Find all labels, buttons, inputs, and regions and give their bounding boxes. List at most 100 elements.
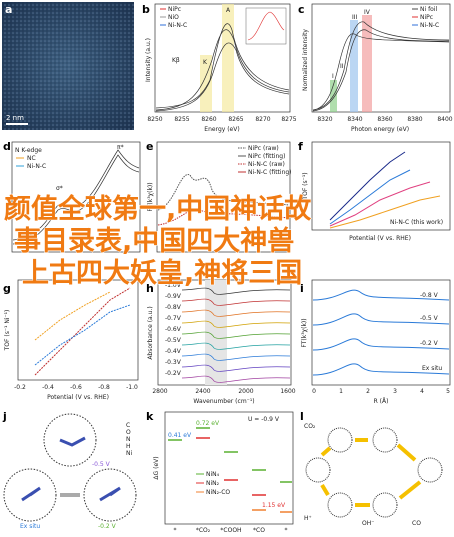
x-tick-label: * xyxy=(285,527,288,534)
species-label: OH⁻ xyxy=(362,520,374,527)
energy-label: 0.41 eV xyxy=(168,432,192,439)
structure xyxy=(327,492,353,518)
x-tick-label: 2000 xyxy=(238,388,253,395)
curve-nipc xyxy=(157,174,290,211)
x-tick-label: 8340 xyxy=(347,116,362,123)
panel-title: N K-edge xyxy=(15,147,42,154)
x-tick-label: 8260 xyxy=(201,116,216,123)
panel-label: j xyxy=(2,410,7,423)
axes xyxy=(11,141,141,253)
series xyxy=(34,291,111,341)
x-tick-label: 1 xyxy=(339,388,343,395)
y-axis-label: Intensity (a.u.) xyxy=(145,38,152,82)
panel-d: d N K-edge NC Ni-N-C π* σ* xyxy=(3,140,141,253)
legend-label: NiPc xyxy=(168,6,181,13)
x-tick-label: -0.8 xyxy=(98,384,110,391)
molecule xyxy=(21,436,121,502)
curve-nc xyxy=(12,149,140,241)
tem-texture xyxy=(2,2,134,130)
overlay-line: 上古四大妖皇,神将三国 xyxy=(22,258,302,289)
legend-label: NiPc (raw) xyxy=(248,145,279,152)
legend-label: NiO xyxy=(168,14,179,21)
x-tick-label: 2 xyxy=(366,388,370,395)
x-tick-label: 2400 xyxy=(195,388,210,395)
structure xyxy=(43,413,97,467)
potential-label: -0.5 V xyxy=(420,315,439,322)
potential-label: -0.8 V xyxy=(420,292,439,299)
x-axis-label: Potential (V vs. RHE) xyxy=(349,235,411,242)
potential-label: -0.2V xyxy=(165,370,182,377)
legend-label: Ni-N-C (this work) xyxy=(390,219,443,226)
condition-label: U = -0.9 V xyxy=(248,416,280,423)
y-axis-label: FT(k³χ(k)) xyxy=(301,318,308,347)
series xyxy=(329,151,406,221)
x-tick-label: -0.6 xyxy=(70,384,82,391)
curve-ninc xyxy=(155,29,290,111)
annotation: Kβ xyxy=(172,57,180,64)
x-axis-label: R (Å) xyxy=(374,398,389,405)
spectra xyxy=(181,287,291,383)
x-tick-label: *CO xyxy=(253,527,265,534)
species-label: H⁺ xyxy=(304,515,312,522)
spectrum xyxy=(312,289,450,301)
highlight xyxy=(205,280,227,385)
state-label: Ex situ xyxy=(20,523,40,530)
spectrum xyxy=(312,313,450,326)
x-tick-label: *COOH xyxy=(220,527,241,534)
potential-label: Ex situ xyxy=(422,365,442,372)
y-axis-label: TOF (s⁻¹) xyxy=(302,172,309,200)
panel-label: g xyxy=(3,282,11,295)
level-nin4 xyxy=(168,427,292,483)
panel-f: f Ni-N-C (this work) TOF (s⁻¹) Potential… xyxy=(298,140,451,242)
curve-foil xyxy=(312,33,450,111)
x-axis-label: Photon energy (eV) xyxy=(351,126,409,133)
y-axis-label: ΔG (eV) xyxy=(153,456,160,479)
x-tick-label: 1600 xyxy=(280,388,295,395)
spectrum xyxy=(312,363,450,376)
x-tick-label: 8400 xyxy=(437,116,452,123)
spectrum xyxy=(181,298,291,306)
x-tick-label: -0.2 xyxy=(14,384,26,391)
level-nin2 xyxy=(196,437,266,496)
legend-label: C xyxy=(126,422,130,429)
x-tick-label: 5 xyxy=(446,388,450,395)
x-tick-label: 8255 xyxy=(174,116,189,123)
legend-label: O xyxy=(126,429,131,436)
panel-label: c xyxy=(298,3,305,16)
panel-i: i -0.8 V -0.5 V -0.2 V Ex situ 0 1 2 3 4… xyxy=(300,279,451,405)
potential-label: -0.9V xyxy=(165,293,182,300)
x-tick-label: 8270 xyxy=(255,116,270,123)
panel-label: k xyxy=(146,410,154,423)
legend-label: NiPc (fitting) xyxy=(248,153,285,160)
highlight xyxy=(362,15,372,112)
x-tick-label: 2800 xyxy=(152,388,167,395)
species-label: CO₂ xyxy=(304,423,316,430)
species-label: CO xyxy=(412,520,421,527)
x-tick-label: 4 xyxy=(420,388,424,395)
axes xyxy=(164,411,294,525)
panel-a: a 2 nm xyxy=(2,2,134,130)
x-axis-label: Potential (V vs. RHE) xyxy=(47,394,109,401)
annotation: I xyxy=(332,73,334,80)
x-axis-label: Wavenumber (cm⁻¹) xyxy=(193,398,254,405)
panel-l: l CO₂ H⁺ OH⁻ CO xyxy=(300,410,443,527)
x-tick-label: -1.0 xyxy=(126,384,138,391)
x-tick-label: 8380 xyxy=(407,116,422,123)
overlay-line: 事目录表,中国四大神兽 xyxy=(14,226,294,257)
x-tick-label: 3 xyxy=(393,388,397,395)
inset-curve xyxy=(247,11,285,41)
spectrum xyxy=(181,375,291,383)
overlay-line: 颜值全球第一,中国神话故 xyxy=(4,193,311,225)
structure xyxy=(3,468,57,522)
y-axis-label: Normalized intensity xyxy=(302,29,309,91)
panel-c: c Ni foil NiPc Ni-N-C I II III IV 8320 8… xyxy=(298,3,453,133)
panel-j: j Ex situ -0.5 V -0.2 V C O N H Ni xyxy=(2,410,137,530)
potential-label: -1.0V xyxy=(165,282,182,289)
x-tick-label: 8320 xyxy=(317,116,332,123)
legend-label: NiPc xyxy=(420,14,433,21)
spectrum xyxy=(181,364,291,372)
x-tick-label: *CO₂ xyxy=(196,527,211,534)
potential-label: -0.3V xyxy=(165,359,182,366)
panel-label: d xyxy=(3,140,11,153)
